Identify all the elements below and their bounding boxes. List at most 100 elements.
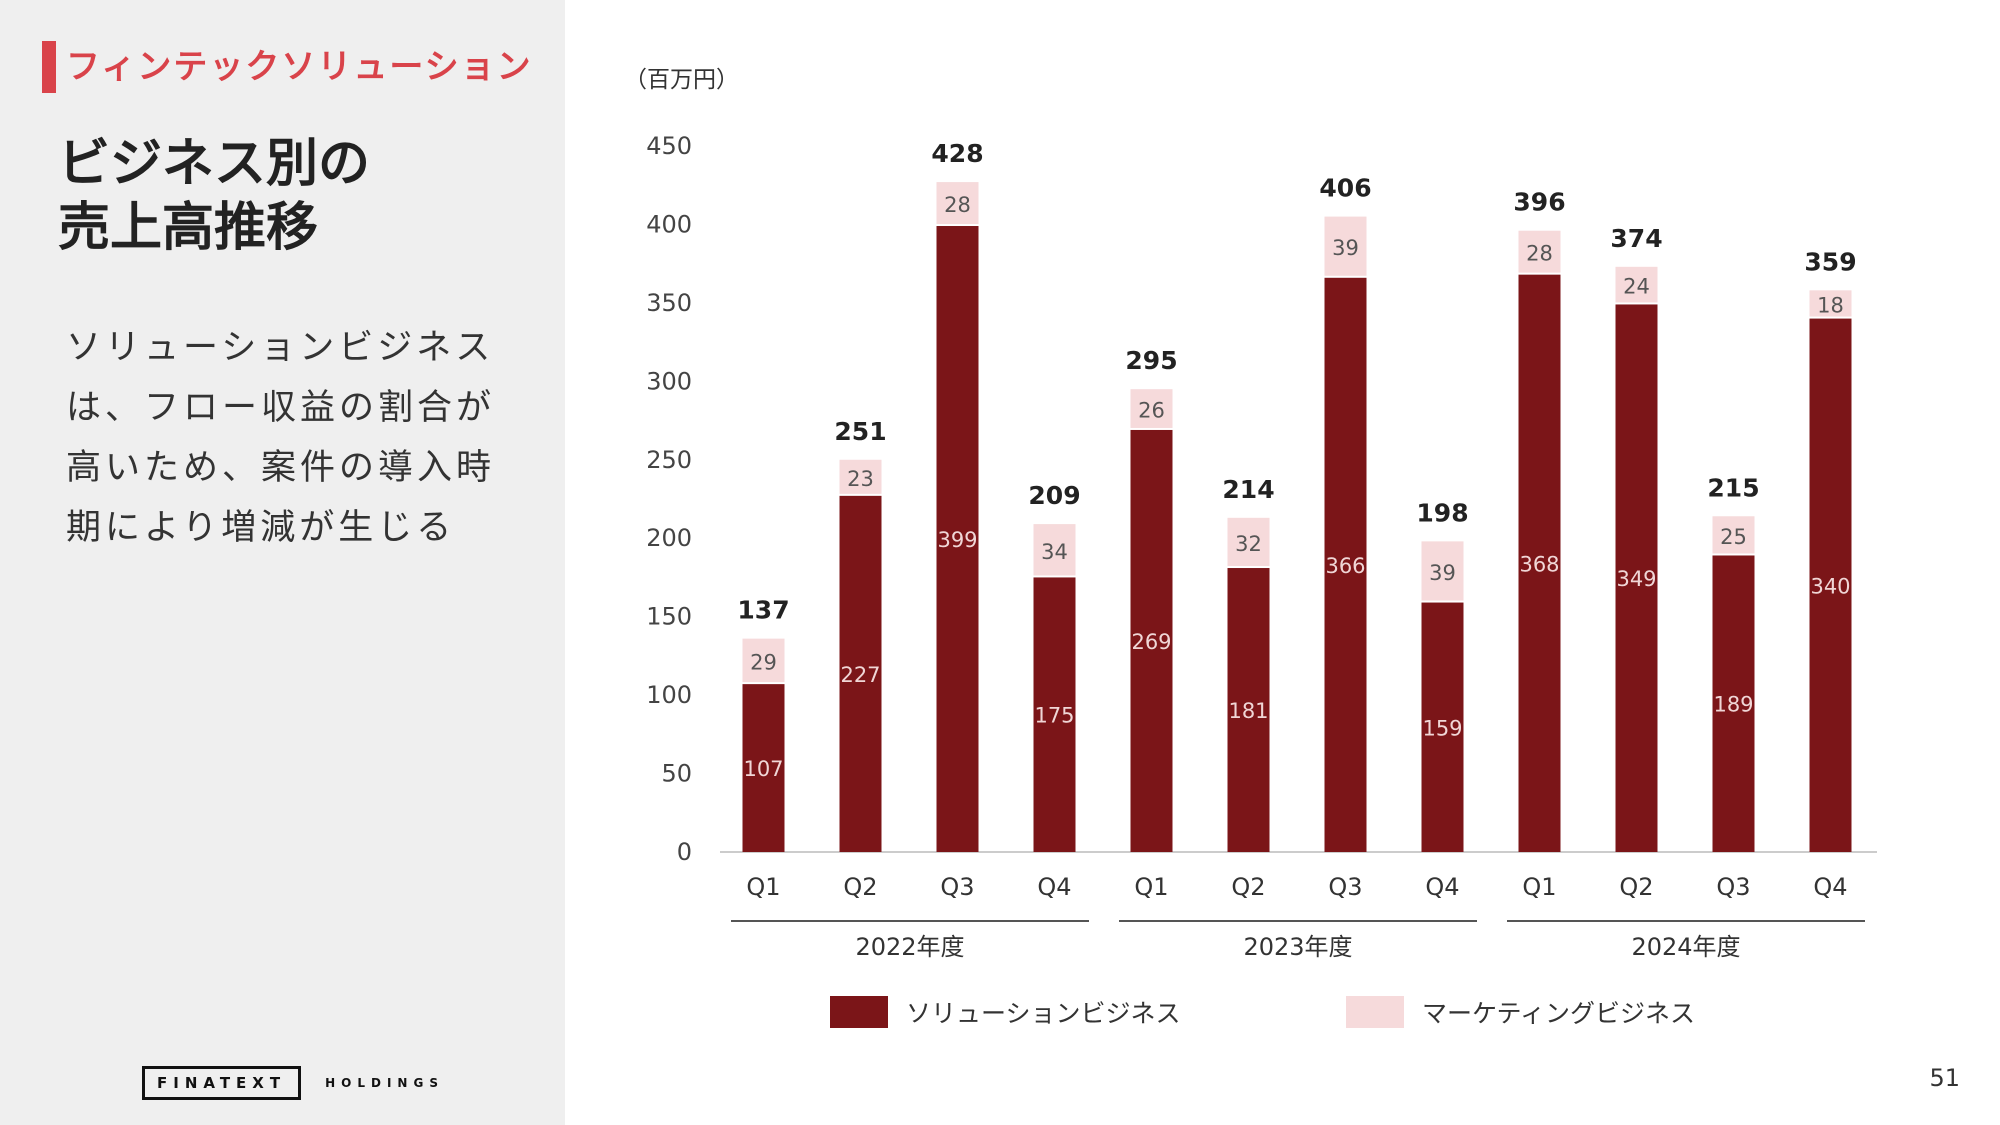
description-line: は、フロー収益の割合が: [66, 388, 496, 428]
total-label: 215: [1707, 473, 1759, 502]
total-label: 295: [1125, 346, 1177, 375]
x-tick-label: Q4: [1037, 873, 1071, 901]
description-line: 期により増減が生じる: [66, 508, 456, 548]
bar-solution: [839, 495, 882, 852]
legend-swatch-marketing: [1346, 996, 1404, 1028]
data-label-solution: 227: [840, 663, 880, 687]
description-text: ソリューションビジネス は、フロー収益の割合が 高いため、案件の導入時 期により…: [66, 318, 546, 558]
legend-label-marketing: マーケティングビジネス: [1422, 999, 1696, 1028]
bar-solution: [1033, 577, 1076, 852]
x-tick-label: Q2: [1231, 873, 1265, 901]
data-label-marketing: 28: [944, 193, 971, 217]
total-label: 428: [931, 139, 983, 168]
data-label-marketing: 26: [1138, 399, 1165, 423]
data-label-solution: 107: [743, 757, 783, 781]
y-tick-label: 300: [646, 367, 692, 395]
x-tick-label: Q1: [1134, 873, 1168, 901]
data-label-solution: 269: [1131, 630, 1171, 654]
total-label: 359: [1804, 247, 1856, 276]
data-label-solution: 189: [1713, 693, 1753, 717]
x-tick-label: Q3: [1716, 873, 1750, 901]
bar-marketing: [839, 459, 882, 494]
legend-swatch-solution: [830, 996, 888, 1028]
page-title-line: 売上高推移: [58, 198, 319, 258]
section-tag: フィンテックソリューション: [66, 47, 533, 87]
bar-solution: [1518, 274, 1561, 852]
bar-solution: [1712, 555, 1755, 852]
bar-marketing: [936, 182, 979, 225]
section-accent-bar: [42, 41, 56, 93]
bar-marketing: [1227, 517, 1270, 567]
bar-solution: [936, 226, 979, 853]
data-label-solution: 399: [937, 528, 977, 552]
data-label-marketing: 32: [1235, 532, 1262, 556]
bar-solution: [1130, 429, 1173, 852]
total-label: 251: [834, 417, 886, 446]
bar-marketing: [1130, 389, 1173, 428]
total-label: 374: [1610, 224, 1662, 253]
bar-solution: [1324, 277, 1367, 853]
description-line: ソリューションビジネス: [66, 328, 495, 368]
company-logo: FINATEXT HOLDINGS: [142, 1066, 444, 1100]
unit-label: （百万円）: [624, 67, 739, 93]
x-tick-label: Q1: [746, 873, 780, 901]
data-label-solution: 366: [1325, 554, 1365, 578]
x-tick-label: Q4: [1425, 873, 1459, 901]
data-label-marketing: 25: [1720, 525, 1747, 549]
y-tick-label: 50: [661, 760, 692, 788]
bar-solution: [1615, 304, 1658, 852]
bar-solution: [1227, 568, 1270, 852]
side-panel: フィンテックソリューション ビジネス別の 売上高推移 ソリューションビジネス は…: [0, 0, 565, 1125]
bar-marketing: [742, 638, 785, 683]
logo-subtext: HOLDINGS: [325, 1076, 444, 1090]
y-tick-label: 0: [677, 838, 692, 866]
data-label-solution: 175: [1034, 704, 1074, 728]
logo-wordmark: FINATEXT: [142, 1066, 302, 1100]
x-tick-label: Q3: [940, 873, 974, 901]
data-label-solution: 340: [1810, 574, 1850, 598]
bar-marketing: [1324, 216, 1367, 276]
total-label: 406: [1319, 174, 1371, 203]
data-label-solution: 181: [1228, 699, 1268, 723]
description-line: 高いため、案件の導入時: [66, 448, 496, 488]
data-label-marketing: 39: [1332, 236, 1359, 260]
x-tick-label: Q1: [1522, 873, 1556, 901]
data-label-solution: 368: [1519, 552, 1559, 576]
total-label: 214: [1222, 475, 1274, 504]
y-tick-label: 150: [646, 603, 692, 631]
group-label: 2024年度: [1631, 933, 1740, 961]
bar-marketing: [1712, 516, 1755, 554]
bar-solution: [742, 684, 785, 852]
bar-marketing: [1615, 266, 1658, 303]
bar-marketing: [1421, 541, 1464, 601]
legend-item-solution: ソリューションビジネス: [830, 994, 1181, 1030]
data-label-solution: 349: [1616, 567, 1656, 591]
bar-marketing: [1518, 230, 1561, 273]
y-tick-label: 400: [646, 210, 692, 238]
y-tick-label: 100: [646, 681, 692, 709]
bar-solution: [1421, 602, 1464, 852]
x-tick-label: Q2: [843, 873, 877, 901]
y-tick-label: 250: [646, 446, 692, 474]
y-tick-label: 200: [646, 524, 692, 552]
page-title-line: ビジネス別の: [58, 134, 371, 194]
x-tick-label: Q4: [1813, 873, 1847, 901]
x-tick-label: Q3: [1328, 873, 1362, 901]
y-tick-label: 350: [646, 289, 692, 317]
page-number: 51: [1929, 1064, 1960, 1092]
data-label-marketing: 24: [1623, 275, 1650, 299]
legend-label-solution: ソリューションビジネス: [906, 999, 1181, 1028]
data-label-marketing: 23: [847, 467, 874, 491]
total-label: 198: [1416, 498, 1468, 527]
bar-marketing: [1809, 290, 1852, 317]
legend-item-marketing: マーケティングビジネス: [1346, 994, 1695, 1030]
page-title: ビジネス別の 売上高推移: [58, 132, 538, 260]
data-label-marketing: 34: [1041, 540, 1068, 564]
data-label-solution: 159: [1422, 716, 1462, 740]
data-label-marketing: 29: [750, 650, 777, 674]
data-label-marketing: 28: [1526, 242, 1553, 266]
total-label: 396: [1513, 188, 1565, 217]
total-label: 137: [737, 596, 789, 625]
data-label-marketing: 18: [1817, 293, 1844, 317]
